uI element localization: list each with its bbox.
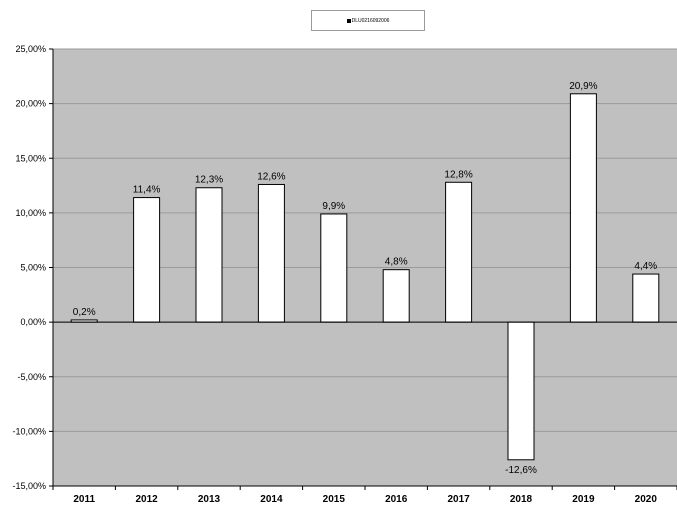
y-tick-label: 5,00%	[20, 263, 46, 273]
x-tick-label: 2019	[572, 494, 595, 505]
bar-2015	[320, 213, 348, 323]
x-tick-label: 2012	[135, 494, 158, 505]
x-tick-label: 2015	[323, 494, 346, 505]
legend-label: DLU0216092006	[351, 17, 390, 24]
bar-2014	[257, 183, 285, 323]
y-tick-label: 20,00%	[15, 99, 46, 109]
y-tick-label: -10,00%	[12, 426, 46, 436]
bar-2019	[569, 93, 597, 323]
y-tick-label: 15,00%	[15, 153, 46, 163]
bar-2013	[195, 187, 223, 323]
y-axis-ticks: 25,00% 20,00% 15,00% 10,00% 5,00% 0,00% -5,00%…	[12, 44, 53, 491]
data-label-2012: 11,4%	[133, 185, 161, 196]
x-tick-label: 2020	[635, 494, 658, 505]
data-label-2020: 4,4%	[634, 261, 657, 272]
bars	[70, 93, 660, 461]
bar-2020	[632, 273, 660, 323]
x-tick-label: 2016	[385, 494, 408, 505]
y-tick-label: -5,00%	[17, 372, 46, 382]
legend: DLU0216092006	[311, 10, 425, 31]
data-label-2019: 20,9%	[569, 81, 597, 92]
bar-2018	[507, 321, 535, 461]
data-label-2014: 12,6%	[257, 171, 285, 182]
y-tick-label: 25,00%	[15, 44, 46, 54]
y-tick-label: 0,00%	[20, 317, 46, 327]
x-tick-label: 2017	[447, 494, 470, 505]
data-labels: 0,2% 11,4% 12,3% 12,6% 9,9% 4,8% 12,8% -12,6% 20…	[73, 81, 658, 476]
x-tick-label: 2011	[73, 494, 95, 505]
data-label-2018: -12,6%	[505, 465, 537, 476]
x-tick-label: 2013	[198, 494, 221, 505]
legend-swatch	[346, 18, 351, 23]
bar-2017	[445, 181, 473, 323]
bar-2012	[133, 197, 161, 323]
data-label-2011: 0,2%	[73, 307, 96, 318]
data-label-2013: 12,3%	[195, 175, 223, 186]
data-label-2017: 12,8%	[444, 169, 472, 180]
bar-2016	[382, 269, 410, 323]
data-label-2016: 4,8%	[385, 257, 408, 268]
y-tick-label: -15,00%	[12, 481, 46, 491]
y-tick-label: 10,00%	[15, 208, 46, 218]
data-label-2015: 9,9%	[322, 201, 345, 212]
x-axis-ticks: 2011 2012 2013 2014 2015 2016 2017 2018 2019 2020	[52, 486, 677, 505]
x-tick-label: 2014	[260, 494, 283, 505]
x-tick-label: 2018	[510, 494, 533, 505]
